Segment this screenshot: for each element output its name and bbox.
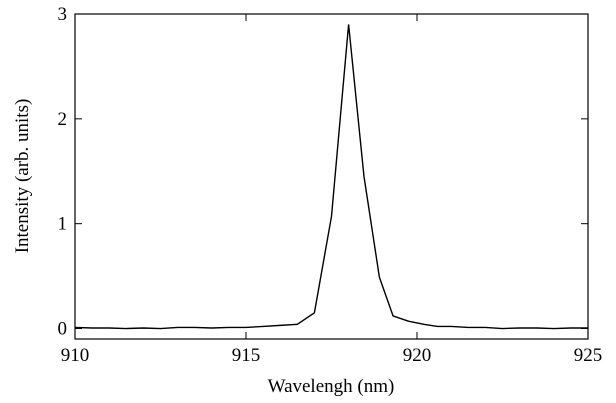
y-tick-label: 0 (58, 319, 68, 340)
x-axis-label: Wavelengh (nm) (268, 376, 395, 397)
y-axis-label: Intensity (arb. units) (12, 99, 33, 254)
data-line (74, 24, 588, 330)
x-tick-label: 910 (61, 345, 90, 366)
x-tick-label: 915 (232, 345, 261, 366)
y-tick-label: 1 (58, 214, 68, 235)
y-tick-label: 3 (58, 4, 68, 25)
x-tick-label: 925 (574, 345, 603, 366)
y-tick-label: 2 (58, 109, 68, 130)
plot-frame (74, 13, 589, 340)
x-tick-label: 920 (403, 345, 432, 366)
